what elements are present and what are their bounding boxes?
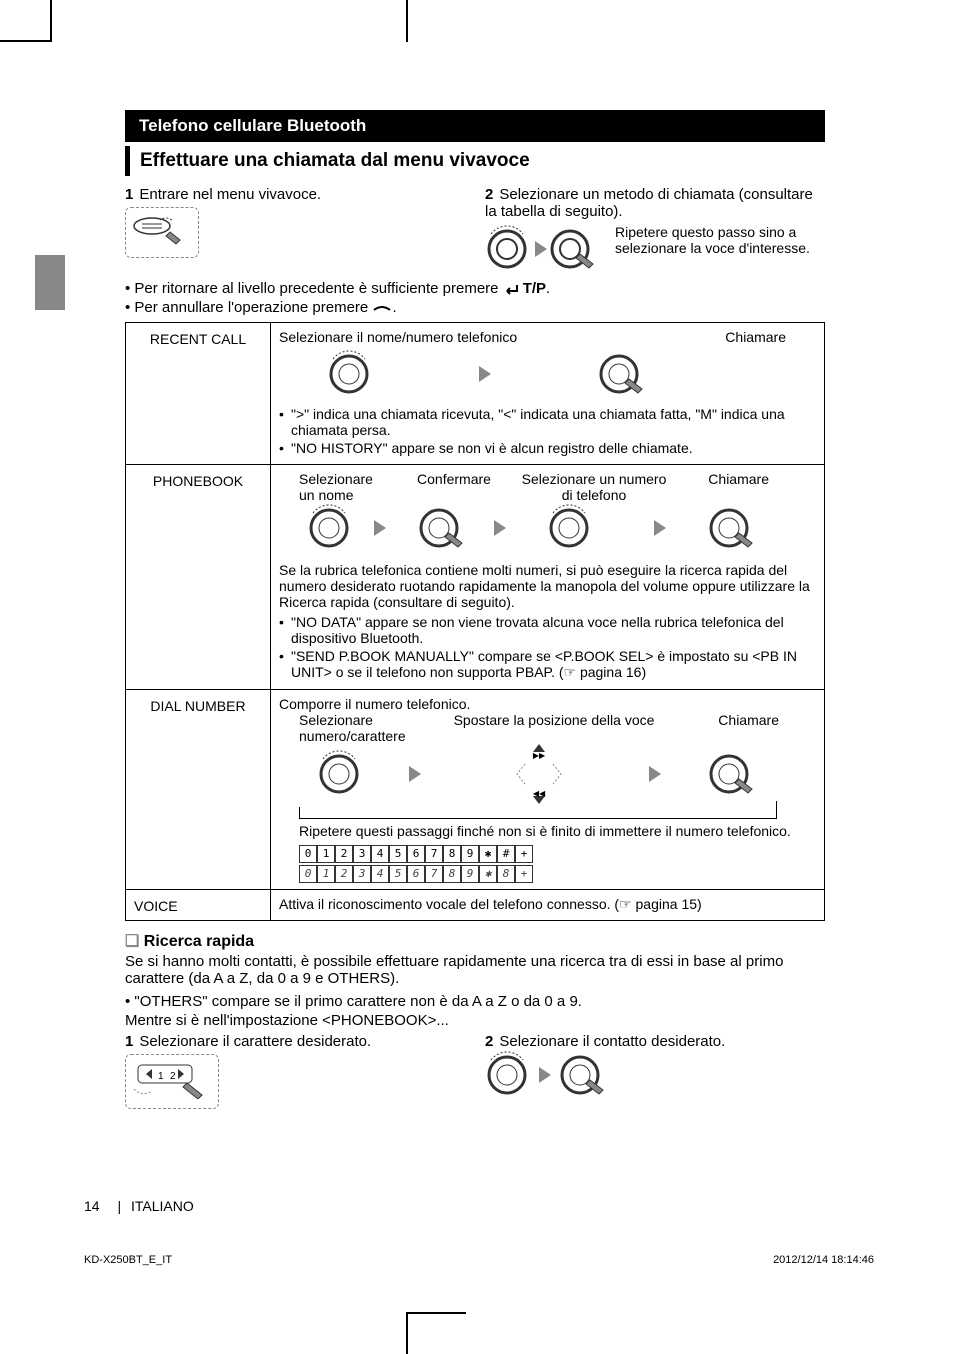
note-return: Per ritornare al livello precedente è su…	[125, 280, 825, 297]
section-title: Effettuare una chiamata dal menu vivavoc…	[125, 146, 825, 176]
keypad-cell: 8	[443, 865, 461, 883]
col-header: Selezionare numero/carattere	[279, 712, 439, 744]
keypad-cell: +	[515, 845, 533, 863]
keypad-cell: 5	[389, 865, 407, 883]
knob-sequence-icon	[485, 1050, 625, 1100]
ricerca-bullet: "OTHERS" compare se il primo carattere n…	[125, 993, 825, 1010]
menu-button-icon	[132, 212, 192, 248]
return-icon	[503, 283, 523, 295]
doc-id: KD-X250BT_E_IT	[84, 1254, 172, 1266]
keypad-illustration: 0123456789✱#+ 0123456789✱8+	[279, 845, 816, 883]
col-header: Chiamare	[669, 471, 769, 503]
keypad-cell: 9	[461, 845, 479, 863]
icon-sequence: ▶▶ ◀◀	[279, 744, 816, 807]
keypad-cell: 2	[335, 845, 353, 863]
col-header: Confermare	[389, 471, 519, 503]
page-number: 14	[84, 1198, 100, 1214]
step-1-num: 1	[125, 186, 133, 203]
keypad-cell: ✱	[479, 865, 497, 883]
step-2-num: 2	[485, 186, 493, 203]
note: "NO HISTORY" appare se non vi è alcun re…	[279, 440, 816, 456]
note: ">" indica una chiamata ricevuta, "<" in…	[279, 406, 816, 438]
table-row: DIAL NUMBER Comporre il numero telefonic…	[126, 690, 825, 890]
note: "NO DATA" appare se non viene trovata al…	[279, 614, 816, 646]
keypad-cell: 5	[389, 845, 407, 863]
keypad-cell: +	[515, 865, 533, 883]
keypad-cell: #	[497, 845, 515, 863]
ricerca-step-1: 1Selezionare il carattere desiderato.	[125, 1033, 465, 1050]
icon-sequence	[279, 503, 816, 556]
keypad-cell: 1	[317, 865, 335, 883]
call-methods-table: RECENT CALL Selezionare il nome/numero t…	[125, 322, 825, 921]
col-header: Selezionare il nome/numero telefonico	[279, 329, 617, 345]
table-row: RECENT CALL Selezionare il nome/numero t…	[126, 323, 825, 465]
keypad-cell: 9	[461, 865, 479, 883]
ricerca-step-2: 2Selezionare il contatto desiderato.	[485, 1033, 825, 1050]
pre-table-notes: Per ritornare al livello precedente è su…	[125, 280, 825, 316]
svg-text:▶▶: ▶▶	[533, 751, 546, 760]
keypad-cell: 0	[299, 845, 317, 863]
page-lang: ITALIANO	[131, 1198, 194, 1214]
keypad-cell: 7	[425, 845, 443, 863]
row-label-voice: VOICE	[126, 890, 271, 921]
seek-button-illustration: 1 2	[125, 1054, 219, 1109]
phonebook-note: Se la rubrica telefonica contiene molti …	[279, 562, 816, 610]
row-content-phonebook: Selezionare un nome Confermare Seleziona…	[271, 465, 825, 690]
hangup-icon	[372, 302, 392, 314]
doc-meta: KD-X250BT_E_IT 2012/12/14 18:14:46	[84, 1254, 874, 1266]
keypad-cell: 3	[353, 845, 371, 863]
row-content-voice: Attiva il riconoscimento vocale del tele…	[271, 890, 825, 921]
keypad-cell: ✱	[479, 845, 497, 863]
keypad-cell: 4	[371, 845, 389, 863]
keypad-cell: 7	[425, 865, 443, 883]
row-label-recent: RECENT CALL	[126, 323, 271, 465]
keypad-cell: 3	[353, 865, 371, 883]
knob-sequence-icon	[485, 224, 605, 274]
keypad-cell: 2	[335, 865, 353, 883]
keypad-cell: 0	[299, 865, 317, 883]
doc-timestamp: 2012/12/14 18:14:46	[773, 1254, 874, 1266]
header-bar: Telefono cellulare Bluetooth	[125, 110, 825, 142]
step-1-text: Entrare nel menu vivavoce.	[139, 186, 321, 203]
step-2-note: Ripetere questo passo sino a selezionare…	[615, 224, 825, 256]
repeat-text: Ripetere questi passaggi finché non si è…	[279, 823, 816, 839]
keypad-cell: 6	[407, 845, 425, 863]
keypad-cell: 1	[317, 845, 335, 863]
ricerca-title: Ricerca rapida	[125, 931, 825, 951]
keypad-cell: 8	[443, 845, 461, 863]
row-content-recent: Selezionare il nome/numero telefonico Ch…	[271, 323, 825, 465]
keypad-cell: 8	[497, 865, 515, 883]
step-2-text: Selezionare un metodo di chiamata (consu…	[485, 186, 813, 220]
note-cancel: Per annullare l'operazione premere .	[125, 299, 825, 316]
button-illustration	[125, 207, 199, 258]
tp-label: T/P	[523, 280, 546, 297]
col-header: Selezionare un numero di telefono	[519, 471, 669, 503]
row-label-phonebook: PHONEBOOK	[126, 465, 271, 690]
repeat-bracket	[299, 807, 776, 819]
table-row: PHONEBOOK Selezionare un nome Confermare…	[126, 465, 825, 690]
ricerca-p2: Mentre si è nell'impostazione <PHONEBOOK…	[125, 1012, 825, 1029]
icon-sequence	[279, 349, 816, 402]
row-content-dial: Comporre il numero telefonico. Seleziona…	[271, 690, 825, 890]
col-header: Chiamare	[617, 329, 816, 345]
svg-text:◀◀: ◀◀	[533, 789, 546, 798]
ricerca-p1: Se si hanno molti contatti, è possibile …	[125, 953, 825, 987]
col-header: Spostare la posizione della voce	[439, 712, 669, 744]
step-2: 2Selezionare un metodo di chiamata (cons…	[485, 186, 825, 220]
keypad-cell: 6	[407, 865, 425, 883]
dial-heading: Comporre il numero telefonico.	[279, 696, 816, 712]
col-header: Selezionare un nome	[279, 471, 389, 503]
svg-text:1: 1	[158, 1071, 164, 1082]
note: "SEND P.BOOK MANUALLY" compare se <P.BOO…	[279, 648, 816, 681]
keypad-cell: 4	[371, 865, 389, 883]
col-header: Chiamare	[669, 712, 779, 744]
table-row: VOICE Attiva il riconoscimento vocale de…	[126, 890, 825, 921]
row-label-dial: DIAL NUMBER	[126, 690, 271, 890]
step-1: 1 Entrare nel menu vivavoce.	[125, 186, 465, 203]
svg-text:2: 2	[170, 1071, 176, 1082]
page-footer: 14 | ITALIANO	[84, 1198, 194, 1214]
